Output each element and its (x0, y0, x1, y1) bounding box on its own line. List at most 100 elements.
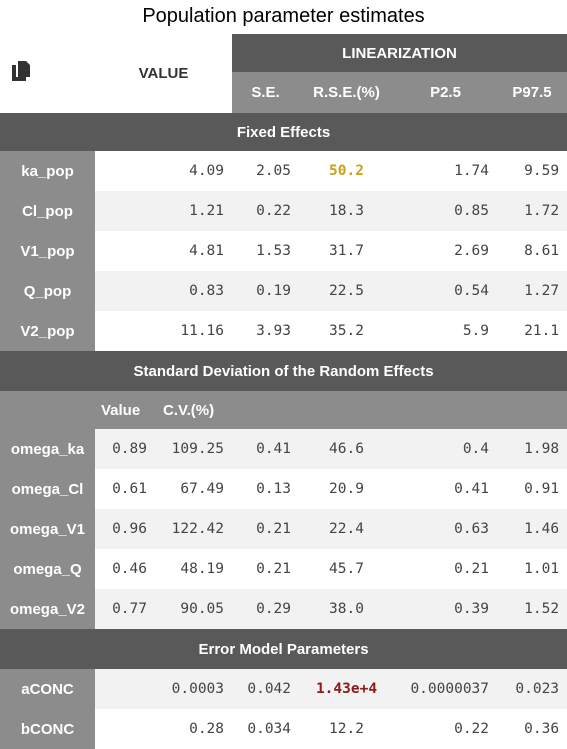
value-cell: 0.28 (95, 709, 233, 749)
rse-cell: 35.2 (299, 311, 395, 351)
value-cell: 0.0003 (95, 669, 233, 709)
random-cv-subheader: C.V.(%) (155, 391, 233, 429)
value-cell: 0.46 (95, 549, 155, 589)
value-cell: 0.83 (95, 271, 233, 311)
se-column-header: S.E. (232, 72, 300, 113)
p975-cell: 1.98 (497, 429, 567, 469)
p975-cell: 1.52 (497, 589, 567, 629)
cv-cell: 90.05 (155, 589, 233, 629)
table-row: V2_pop 11.16 3.93 35.2 5.9 21.1 (0, 311, 567, 351)
p975-cell: 21.1 (497, 311, 567, 351)
se-cell: 0.034 (232, 709, 300, 749)
rse-cell: 12.2 (299, 709, 395, 749)
p25-cell: 5.9 (394, 311, 498, 351)
subheader-fill (232, 391, 567, 429)
table-row: omega_ka 0.89 109.25 0.41 46.6 0.4 1.98 (0, 429, 567, 469)
rse-cell: 31.7 (299, 231, 395, 271)
row-label: omega_Q (0, 549, 95, 589)
table-row: omega_Q 0.46 48.19 0.21 45.7 0.21 1.01 (0, 549, 567, 589)
se-cell: 3.93 (232, 311, 300, 351)
table-row: omega_V2 0.77 90.05 0.29 38.0 0.39 1.52 (0, 589, 567, 629)
p975-column-header: P97.5 (497, 72, 567, 113)
rse-column-header: R.S.E.(%) (299, 72, 395, 113)
table-row: ka_pop 4.09 2.05 50.2 1.74 9.59 (0, 151, 567, 191)
value-cell: 0.89 (95, 429, 155, 469)
cv-cell: 67.49 (155, 469, 233, 509)
value-cell: 4.09 (95, 151, 233, 191)
copy-button[interactable] (0, 34, 95, 113)
table-row: omega_Cl 0.61 67.49 0.13 20.9 0.41 0.91 (0, 469, 567, 509)
se-cell: 0.21 (232, 549, 300, 589)
estimates-table: VALUE LINEARIZATION S.E. R.S.E.(%) P2.5 … (0, 34, 567, 749)
se-cell: 0.29 (232, 589, 300, 629)
row-label: aCONC (0, 669, 95, 709)
se-cell: 0.21 (232, 509, 300, 549)
table-row: Cl_pop 1.21 0.22 18.3 0.85 1.72 (0, 191, 567, 231)
se-cell: 2.05 (232, 151, 300, 191)
row-label: V2_pop (0, 311, 95, 351)
random-effects-section-title: Standard Deviation of the Random Effects (0, 351, 567, 391)
p975-cell: 1.72 (497, 191, 567, 231)
rse-cell: 46.6 (299, 429, 395, 469)
error-model-section-title: Error Model Parameters (0, 629, 567, 669)
p25-cell: 0.85 (394, 191, 498, 231)
se-cell: 0.22 (232, 191, 300, 231)
row-label: V1_pop (0, 231, 95, 271)
p975-cell: 0.36 (497, 709, 567, 749)
copy-icon (12, 60, 32, 83)
row-label: omega_Cl (0, 469, 95, 509)
se-cell: 0.41 (232, 429, 300, 469)
cv-cell: 122.42 (155, 509, 233, 549)
row-label: omega_V1 (0, 509, 95, 549)
value-header: VALUE (95, 34, 233, 113)
rse-cell: 18.3 (299, 191, 395, 231)
p25-cell: 0.22 (394, 709, 498, 749)
row-label: omega_ka (0, 429, 95, 469)
value-cell: 4.81 (95, 231, 233, 271)
cv-cell: 109.25 (155, 429, 233, 469)
table-row: V1_pop 4.81 1.53 31.7 2.69 8.61 (0, 231, 567, 271)
p25-cell: 1.74 (394, 151, 498, 191)
page-title: Population parameter estimates (142, 5, 425, 27)
p975-cell: 8.61 (497, 231, 567, 271)
p25-cell: 0.39 (394, 589, 498, 629)
subheader-spacer (0, 391, 95, 429)
row-label: Cl_pop (0, 191, 95, 231)
p975-cell: 9.59 (497, 151, 567, 191)
p25-column-header: P2.5 (394, 72, 498, 113)
rse-cell: 50.2 (299, 151, 395, 191)
rse-cell: 22.4 (299, 509, 395, 549)
value-cell: 11.16 (95, 311, 233, 351)
p25-cell: 0.4 (394, 429, 498, 469)
table-row: Q_pop 0.83 0.19 22.5 0.54 1.27 (0, 271, 567, 311)
linearization-header: LINEARIZATION (232, 34, 567, 72)
p975-cell: 1.01 (497, 549, 567, 589)
value-cell: 0.96 (95, 509, 155, 549)
cv-cell: 48.19 (155, 549, 233, 589)
random-value-subheader: Value (95, 391, 155, 429)
p25-cell: 0.41 (394, 469, 498, 509)
rse-cell: 38.0 (299, 589, 395, 629)
se-cell: 0.042 (232, 669, 300, 709)
p25-cell: 0.0000037 (394, 669, 498, 709)
p25-cell: 0.21 (394, 549, 498, 589)
p975-cell: 1.46 (497, 509, 567, 549)
value-cell: 0.77 (95, 589, 155, 629)
rse-cell: 1.43e+4 (299, 669, 395, 709)
row-label: Q_pop (0, 271, 95, 311)
value-cell: 0.61 (95, 469, 155, 509)
row-label: omega_V2 (0, 589, 95, 629)
p975-cell: 0.91 (497, 469, 567, 509)
row-label: bCONC (0, 709, 95, 749)
p975-cell: 0.023 (497, 669, 567, 709)
table-row: omega_V1 0.96 122.42 0.21 22.4 0.63 1.46 (0, 509, 567, 549)
rse-cell: 22.5 (299, 271, 395, 311)
table-row: bCONC 0.28 0.034 12.2 0.22 0.36 (0, 709, 567, 749)
row-label: ka_pop (0, 151, 95, 191)
se-cell: 0.19 (232, 271, 300, 311)
fixed-effects-section-title: Fixed Effects (0, 113, 567, 151)
table-row: aCONC 0.0003 0.042 1.43e+4 0.0000037 0.0… (0, 669, 567, 709)
p25-cell: 2.69 (394, 231, 498, 271)
p975-cell: 1.27 (497, 271, 567, 311)
p25-cell: 0.63 (394, 509, 498, 549)
